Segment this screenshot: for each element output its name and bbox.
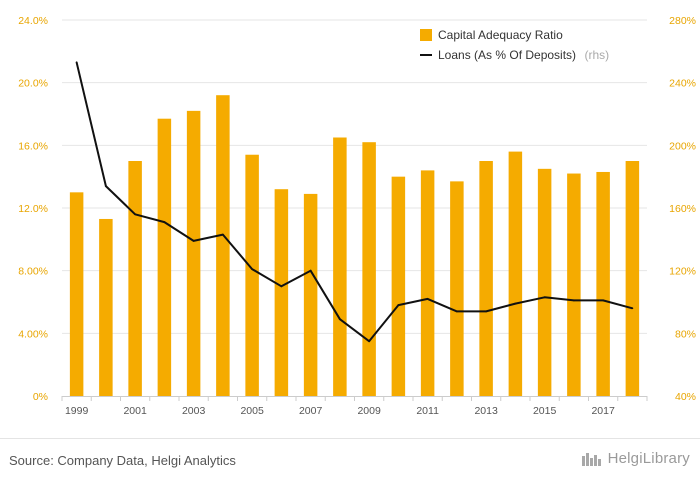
source-text: Source: Company Data, Helgi Analytics [9, 453, 236, 468]
y-right-tick-label: 240% [669, 78, 696, 90]
left-axis-labels: 0% 4.00% 8.00% 12.0% 16.0% 20.0% 24.0% [18, 15, 48, 403]
y-left-tick-label: 4.00% [18, 328, 48, 340]
chart: 0% 4.00% 8.00% 12.0% 16.0% 20.0% 24.0% 40% 80% 1… [18, 15, 696, 417]
y-right-tick-label: 80% [675, 328, 696, 340]
legend-label-line: Loans (As % Of Deposits) (rhs) [438, 46, 609, 63]
bar-2017 [596, 171, 610, 396]
legend-label-line-name: Loans (As % Of Deposits) [438, 48, 576, 62]
bar-2005 [245, 154, 259, 396]
y-left-tick-label: 12.0% [18, 203, 48, 215]
line-point-2001 [134, 213, 137, 216]
line-point-2013 [485, 310, 488, 313]
x-tick-label: 2013 [474, 405, 498, 417]
y-right-tick-label: 160% [669, 203, 696, 215]
bar-2006 [274, 189, 289, 396]
x-tick-label: 2007 [299, 405, 323, 417]
x-tick-label: 2017 [591, 405, 615, 417]
line-point-2014 [514, 302, 517, 305]
bar-1999 [69, 192, 84, 396]
x-tick-label: 2009 [357, 405, 381, 417]
line-point-2006 [280, 285, 283, 288]
footer: Source: Company Data, Helgi Analytics He… [0, 438, 700, 484]
line-point-2011 [426, 297, 429, 300]
legend: Capital Adequacy Ratio Loans (As % Of De… [420, 28, 609, 63]
bar-2012 [450, 181, 464, 396]
y-left-tick-label: 20.0% [18, 78, 48, 90]
bar-2001 [128, 161, 142, 396]
bar-2007 [303, 193, 318, 396]
bar-2009 [362, 142, 376, 396]
y-left-tick-label: 16.0% [18, 140, 48, 152]
loans-to-deposits-line [75, 62, 633, 343]
line-point-2000 [104, 185, 107, 187]
bar-2003 [186, 110, 201, 396]
bar-2018 [625, 161, 640, 396]
bar-2011 [420, 170, 435, 396]
y-left-tick-label: 8.00% [18, 266, 48, 278]
line-point-2007 [309, 269, 312, 272]
line-point-2004 [221, 233, 224, 236]
y-right-tick-label: 40% [675, 391, 696, 403]
line-point-2009 [368, 340, 371, 343]
bar-2010 [391, 176, 406, 396]
x-tick-label: 2003 [182, 405, 206, 417]
bar-2013 [479, 161, 493, 396]
x-axis: 1999 2001 2003 2005 2007 2009 2011 2013 2015 2017 [61, 396, 648, 417]
logo-text: HelgiLibrary [607, 450, 690, 467]
y-right-tick-label: 200% [669, 140, 696, 152]
x-tick-label: 2001 [123, 405, 147, 417]
legend-label-bar: Capital Adequacy Ratio [438, 28, 563, 42]
line-point-2016 [572, 299, 575, 302]
x-tick-label: 2015 [533, 405, 557, 417]
bar-2015 [537, 168, 552, 396]
y-left-tick-label: 0% [33, 391, 48, 403]
x-tick-label: 2005 [240, 405, 264, 417]
right-axis-labels: 40% 80% 120% 160% 200% 240% 280% [669, 15, 696, 403]
bar-2002 [157, 118, 172, 396]
line-point-2012 [455, 310, 458, 313]
line-point-2002 [163, 221, 166, 224]
line-point-1999 [75, 61, 78, 64]
x-tick-label: 1999 [65, 405, 89, 417]
bar-2008 [333, 137, 347, 396]
grid-lines [62, 19, 647, 334]
helgi-library-logo-icon [581, 452, 601, 466]
line-point-2015 [543, 296, 546, 299]
line-point-2005 [251, 268, 254, 270]
y-left-tick-label: 24.0% [18, 15, 48, 27]
bar-2004 [216, 95, 230, 396]
line-point-2003 [192, 240, 195, 242]
legend-label-line-suffix: (rhs) [585, 48, 610, 62]
line-point-2018 [631, 307, 634, 310]
bar-2014 [508, 151, 523, 396]
bar-2000 [99, 218, 113, 396]
bar-2016 [567, 173, 581, 396]
y-right-tick-label: 120% [669, 266, 696, 278]
line-series [75, 61, 634, 343]
y-right-tick-label: 280% [669, 15, 696, 27]
legend-swatch-bar [420, 29, 432, 41]
line-point-2017 [602, 299, 605, 302]
line-point-2010 [397, 304, 400, 307]
helgi-library-logo: HelgiLibrary [581, 450, 690, 467]
bar-series [69, 95, 640, 396]
line-point-2008 [338, 318, 341, 321]
x-tick-label: 2011 [416, 405, 439, 417]
